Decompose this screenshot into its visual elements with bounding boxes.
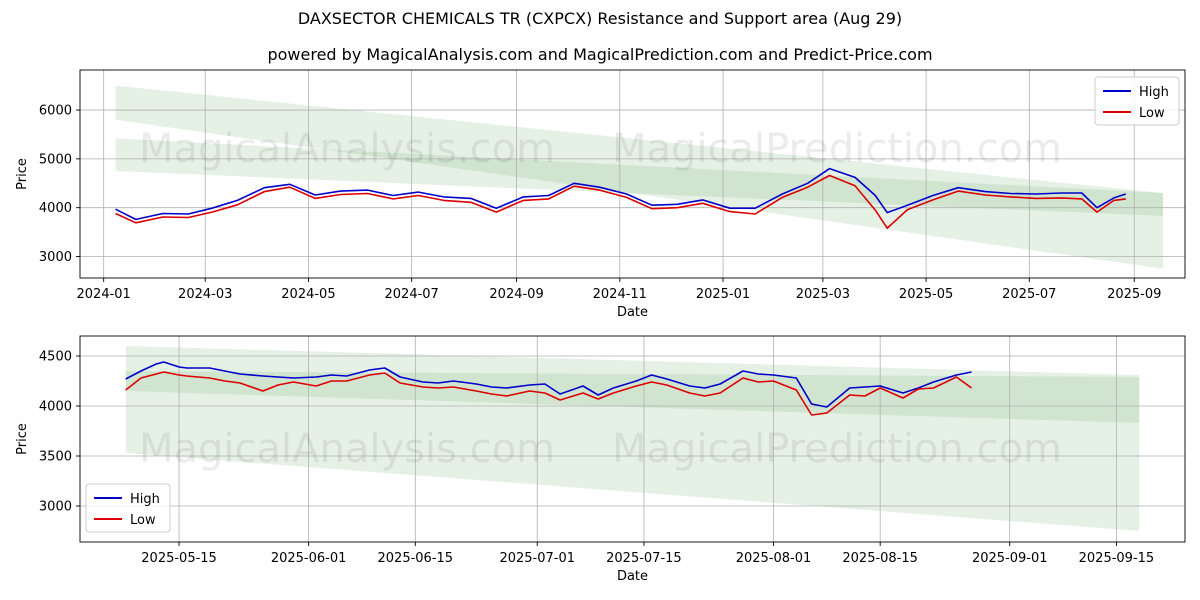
x-tick-label: 2025-08-15 [842,551,918,566]
support-resistance-band-narrow [125,371,1140,423]
legend-label-low: Low [130,513,156,528]
x-tick-label: 2025-09-01 [972,551,1048,566]
x-tick-label: 2025-06-01 [271,551,347,566]
legend: High Low [85,483,171,533]
series-high-line [125,361,972,408]
support-resistance-band-wide [115,85,1164,269]
axes-frame [79,69,1186,279]
x-tick-label: 2025-07-15 [606,551,682,566]
x-tick-label: 2024-11 [593,287,647,302]
y-tick-label: 3500 [39,450,72,465]
series-high-line [115,167,1127,221]
y-axis-label: Price [15,423,30,455]
watermark-analysis: MagicalAnalysis.com [139,126,555,172]
x-tick-label: 2025-03 [796,287,850,302]
x-axis-label: Date [617,305,648,320]
chart-title: DAXSECTOR CHEMICALS TR (CXPCX) Resistanc… [297,9,903,28]
x-tick-label: 2025-05-15 [141,551,217,566]
x-tick-label: 2024-09 [489,287,543,302]
support-resistance-band-narrow [115,138,1164,216]
legend: High Low [1094,76,1180,126]
series-low-line [115,174,1126,229]
plot-area [80,70,1185,278]
y-tick-label: 4000 [39,201,72,216]
x-tick-label: 2025-07 [1002,287,1056,302]
x-tick-label: 2025-09 [1107,287,1161,302]
watermark-prediction: MagicalPrediction.com [612,426,1062,472]
x-tick-label: 2025-09-15 [1079,551,1155,566]
support-resistance-band-wide [125,346,1140,531]
legend-label-high: High [130,492,160,507]
y-tick-label: 4500 [39,350,72,365]
x-tick-label: 2025-08-01 [736,551,812,566]
legend-label-low: Low [1139,106,1165,121]
x-tick-label: 2025-07-01 [499,551,575,566]
y-tick-label: 3000 [39,250,72,265]
y-tick-label: 5000 [39,152,72,167]
axes-frame [79,335,1186,543]
y-axis-label: Price [15,158,30,190]
watermark-prediction: MagicalPrediction.com [612,126,1062,172]
x-tick-label: 2025-05 [899,287,953,302]
x-axis-label: Date [617,569,648,584]
x-tick-label: 2025-01 [696,287,750,302]
y-tick-label: 4000 [39,400,72,415]
y-tick-label: 6000 [39,104,72,119]
x-tick-label: 2025-06-15 [378,551,454,566]
watermark-analysis: MagicalAnalysis.com [139,426,555,472]
x-tick-label: 2024-05 [281,287,335,302]
chart-subtitle: powered by MagicalAnalysis.com and Magic… [267,45,933,64]
plot-area [80,336,1185,542]
series-low-line [125,371,973,416]
x-tick-label: 2024-03 [178,287,232,302]
y-tick-label: 3000 [39,500,72,515]
x-tick-label: 2024-07 [385,287,439,302]
legend-label-high: High [1139,85,1169,100]
x-tick-label: 2024-01 [77,287,131,302]
